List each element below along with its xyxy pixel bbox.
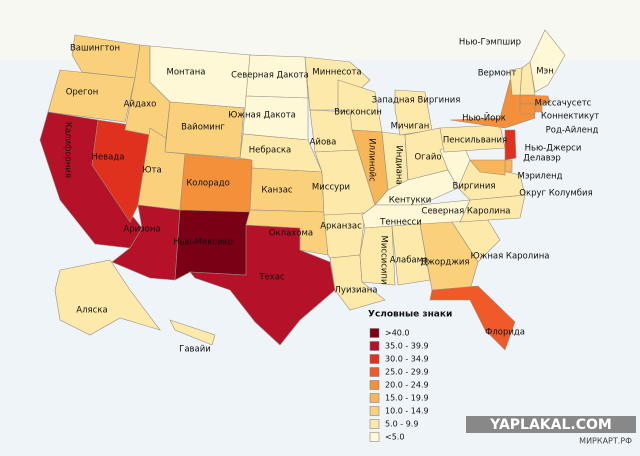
legend-label: >40.0 bbox=[385, 329, 410, 338]
watermark: YAPLAKAL.COM bbox=[489, 417, 612, 433]
legend-title: Условные знаки bbox=[368, 310, 452, 320]
state-label: Огайо bbox=[414, 153, 441, 163]
state-shape bbox=[469, 159, 506, 176]
state-label: Орегон bbox=[66, 88, 99, 98]
state-label: Западная Виргиния bbox=[372, 96, 461, 106]
state-shape bbox=[323, 212, 366, 259]
state-label: Небраска bbox=[249, 146, 291, 156]
state-label: Алабама bbox=[390, 256, 429, 266]
state-label: Род-Айленд bbox=[546, 126, 599, 136]
state-label: Мэн bbox=[536, 67, 554, 77]
legend-label: 20.0 - 24.9 bbox=[385, 381, 429, 390]
state-label: Гавайи bbox=[179, 345, 211, 355]
state-label: Нью-Джерси bbox=[525, 144, 582, 154]
state-shape bbox=[504, 159, 513, 173]
legend-label: 15.0 - 19.9 bbox=[385, 394, 429, 403]
legend-swatch bbox=[369, 341, 380, 351]
state-shape bbox=[54, 259, 161, 336]
state-label: Нью-Йорк bbox=[462, 112, 506, 124]
state-shape bbox=[519, 103, 536, 115]
state-label: Аляска bbox=[76, 306, 107, 316]
legend-label: 5.0 - 9.9 bbox=[385, 420, 418, 429]
state-shape bbox=[534, 103, 543, 113]
state-label: Вайоминг bbox=[181, 123, 225, 133]
state-label: Теннесси bbox=[379, 218, 422, 228]
state-label: Оклахома bbox=[269, 229, 313, 239]
legend-swatch bbox=[369, 406, 380, 416]
state-label: Вашингтон bbox=[70, 44, 120, 54]
state-label: Северная Дакота bbox=[231, 71, 309, 81]
legend: Условные знаки >40.0 35.0 - 39.9 30.0 - 34… bbox=[368, 310, 452, 442]
state-label: Делавэр bbox=[523, 154, 561, 164]
state-label: Колорадо bbox=[186, 179, 230, 189]
state-label: Канзас bbox=[261, 186, 293, 196]
legend-swatch bbox=[369, 393, 380, 403]
state-label: Южная Каролина bbox=[471, 252, 550, 262]
watermark-box bbox=[466, 416, 636, 433]
state-label: Иллинойс bbox=[367, 138, 377, 182]
state-label: Невада bbox=[92, 153, 125, 163]
state-shape bbox=[504, 129, 517, 161]
state-shapes bbox=[39, 29, 566, 351]
state-label: Висконсин bbox=[334, 108, 382, 118]
state-shape bbox=[419, 221, 479, 291]
state-shape bbox=[47, 69, 136, 123]
legend-swatch bbox=[369, 354, 380, 364]
state-label: Северная Каролина bbox=[422, 207, 511, 217]
state-label: Монтана bbox=[166, 68, 205, 78]
state-label: Коннектикут bbox=[541, 112, 599, 122]
legend-swatch bbox=[369, 380, 380, 390]
state-shape bbox=[169, 319, 216, 346]
state-label: Флорида bbox=[485, 328, 525, 338]
state-label: Аризона bbox=[123, 225, 160, 235]
state-label: Миссури bbox=[312, 183, 350, 193]
state-shape bbox=[529, 29, 566, 93]
state-label: Пенсильвания bbox=[443, 136, 507, 146]
state-shape bbox=[359, 225, 396, 286]
state-label: Виргиния bbox=[453, 182, 496, 192]
state-label: Луизиана bbox=[335, 286, 378, 296]
state-label: Индиана bbox=[394, 145, 404, 184]
state-labels: Вашингтон Орегон Калифорния Невада Айдахо Мон… bbox=[63, 38, 600, 355]
legend-swatch bbox=[369, 367, 380, 377]
state-label: Кентукки bbox=[389, 196, 432, 206]
state-label: Джорджия bbox=[420, 258, 469, 268]
state-label: Техас bbox=[258, 273, 285, 283]
legend-label: <5.0 bbox=[385, 433, 404, 442]
state-label: Мэриленд bbox=[517, 172, 562, 182]
state-label: Арканзас bbox=[320, 222, 362, 232]
state-label: Нью-Мексико bbox=[173, 238, 233, 248]
legend-swatch bbox=[369, 328, 380, 338]
state-label: Мичиган bbox=[391, 122, 430, 132]
legend-label: 35.0 - 39.9 bbox=[385, 342, 429, 351]
state-label: Айова bbox=[310, 138, 337, 148]
legend-label: 10.0 - 14.9 bbox=[385, 407, 429, 416]
state-label: Нью-Гэмпшир bbox=[459, 38, 521, 48]
state-label: Округ Колумбия bbox=[519, 189, 592, 199]
state-shape bbox=[429, 285, 516, 351]
legend-label: 30.0 - 34.9 bbox=[385, 355, 429, 364]
state-label: Миннесота bbox=[312, 68, 361, 78]
state-shape bbox=[519, 94, 551, 105]
state-label: Юта bbox=[142, 166, 161, 176]
state-label: Южная Дакота bbox=[228, 111, 296, 121]
legend-swatch bbox=[369, 432, 380, 442]
state-label: Миссисипи bbox=[379, 235, 389, 284]
state-label: Вермонт bbox=[478, 69, 517, 79]
state-label: Калифорния bbox=[63, 122, 73, 178]
state-label: Массачусетс bbox=[535, 99, 592, 109]
legend-swatch bbox=[369, 419, 380, 429]
state-shape bbox=[459, 194, 526, 223]
legend-label: 25.0 - 29.9 bbox=[385, 368, 429, 377]
state-label: Айдахо bbox=[124, 100, 157, 110]
watermark: МИРКАРТ.РФ bbox=[579, 437, 632, 446]
